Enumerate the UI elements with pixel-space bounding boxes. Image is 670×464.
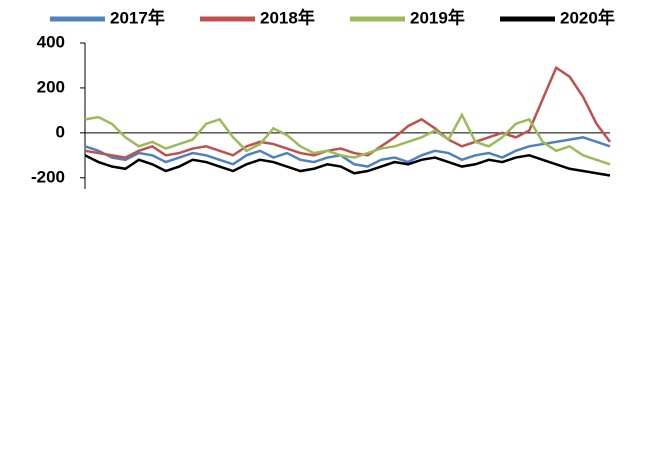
legend-label: 2018年 <box>260 7 315 27</box>
series-line <box>84 65 612 159</box>
y-tick-label: -200 <box>31 167 65 186</box>
legend-label: 2020年 <box>560 7 615 27</box>
series-line <box>84 154 611 177</box>
legend-label: 2017年 <box>110 7 165 27</box>
y-tick-label: 200 <box>37 77 65 96</box>
y-tick-label: 0 <box>56 122 65 141</box>
series-line <box>84 136 611 168</box>
y-tick-label: 400 <box>37 32 65 51</box>
series-line <box>84 112 611 166</box>
legend-label: 2019年 <box>410 7 465 27</box>
